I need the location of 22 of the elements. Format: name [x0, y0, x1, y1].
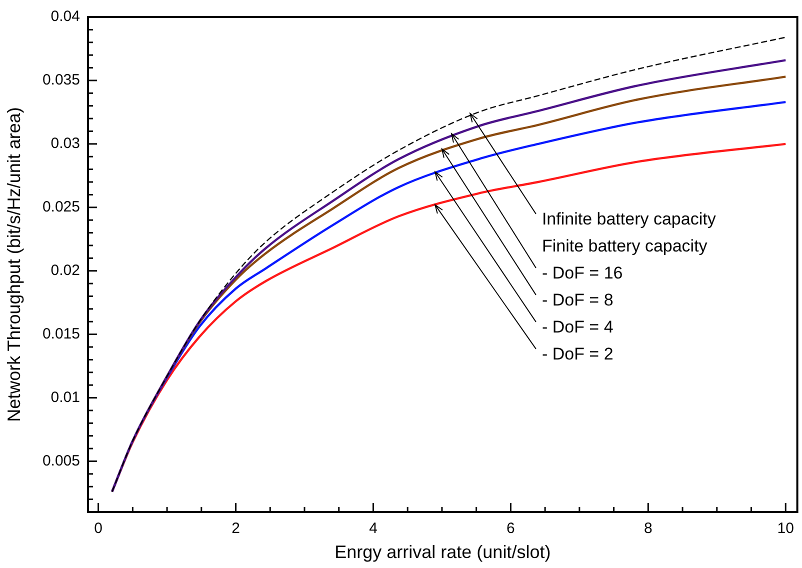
y-tick-label: 0.01 [50, 388, 80, 406]
annotation: - DoF = 8 [542, 290, 614, 310]
y-tick-label: 0.035 [42, 72, 80, 89]
y-tick-label: 0.04 [50, 8, 80, 26]
x-tick-label: 2 [232, 520, 240, 538]
annotation: - DoF = 2 [542, 344, 614, 364]
annotation: Finite battery capacity [542, 236, 708, 256]
annotation: Infinite battery capacity [542, 210, 716, 229]
y-tick-label: 0.015 [42, 325, 80, 342]
x-tick-label: 8 [644, 520, 652, 538]
x-tick-label: 0 [94, 520, 102, 538]
y-tick-label: 0.02 [50, 262, 80, 279]
annotation: - DoF = 4 [542, 318, 614, 337]
y-tick-label: 0.005 [42, 452, 80, 470]
x-axis-title: Enrgy arrival rate (unit/slot) [334, 542, 551, 562]
y-axis-title: Network Throughput (bit/s/Hz/unit area) [4, 107, 24, 422]
annotation: - DoF = 16 [542, 264, 623, 283]
y-tick-label: 0.03 [50, 135, 80, 152]
x-tick-label: 10 [777, 520, 794, 538]
y-tick-label: 0.025 [42, 198, 80, 216]
x-tick-label: 4 [369, 520, 378, 538]
x-tick-label: 6 [506, 520, 515, 538]
